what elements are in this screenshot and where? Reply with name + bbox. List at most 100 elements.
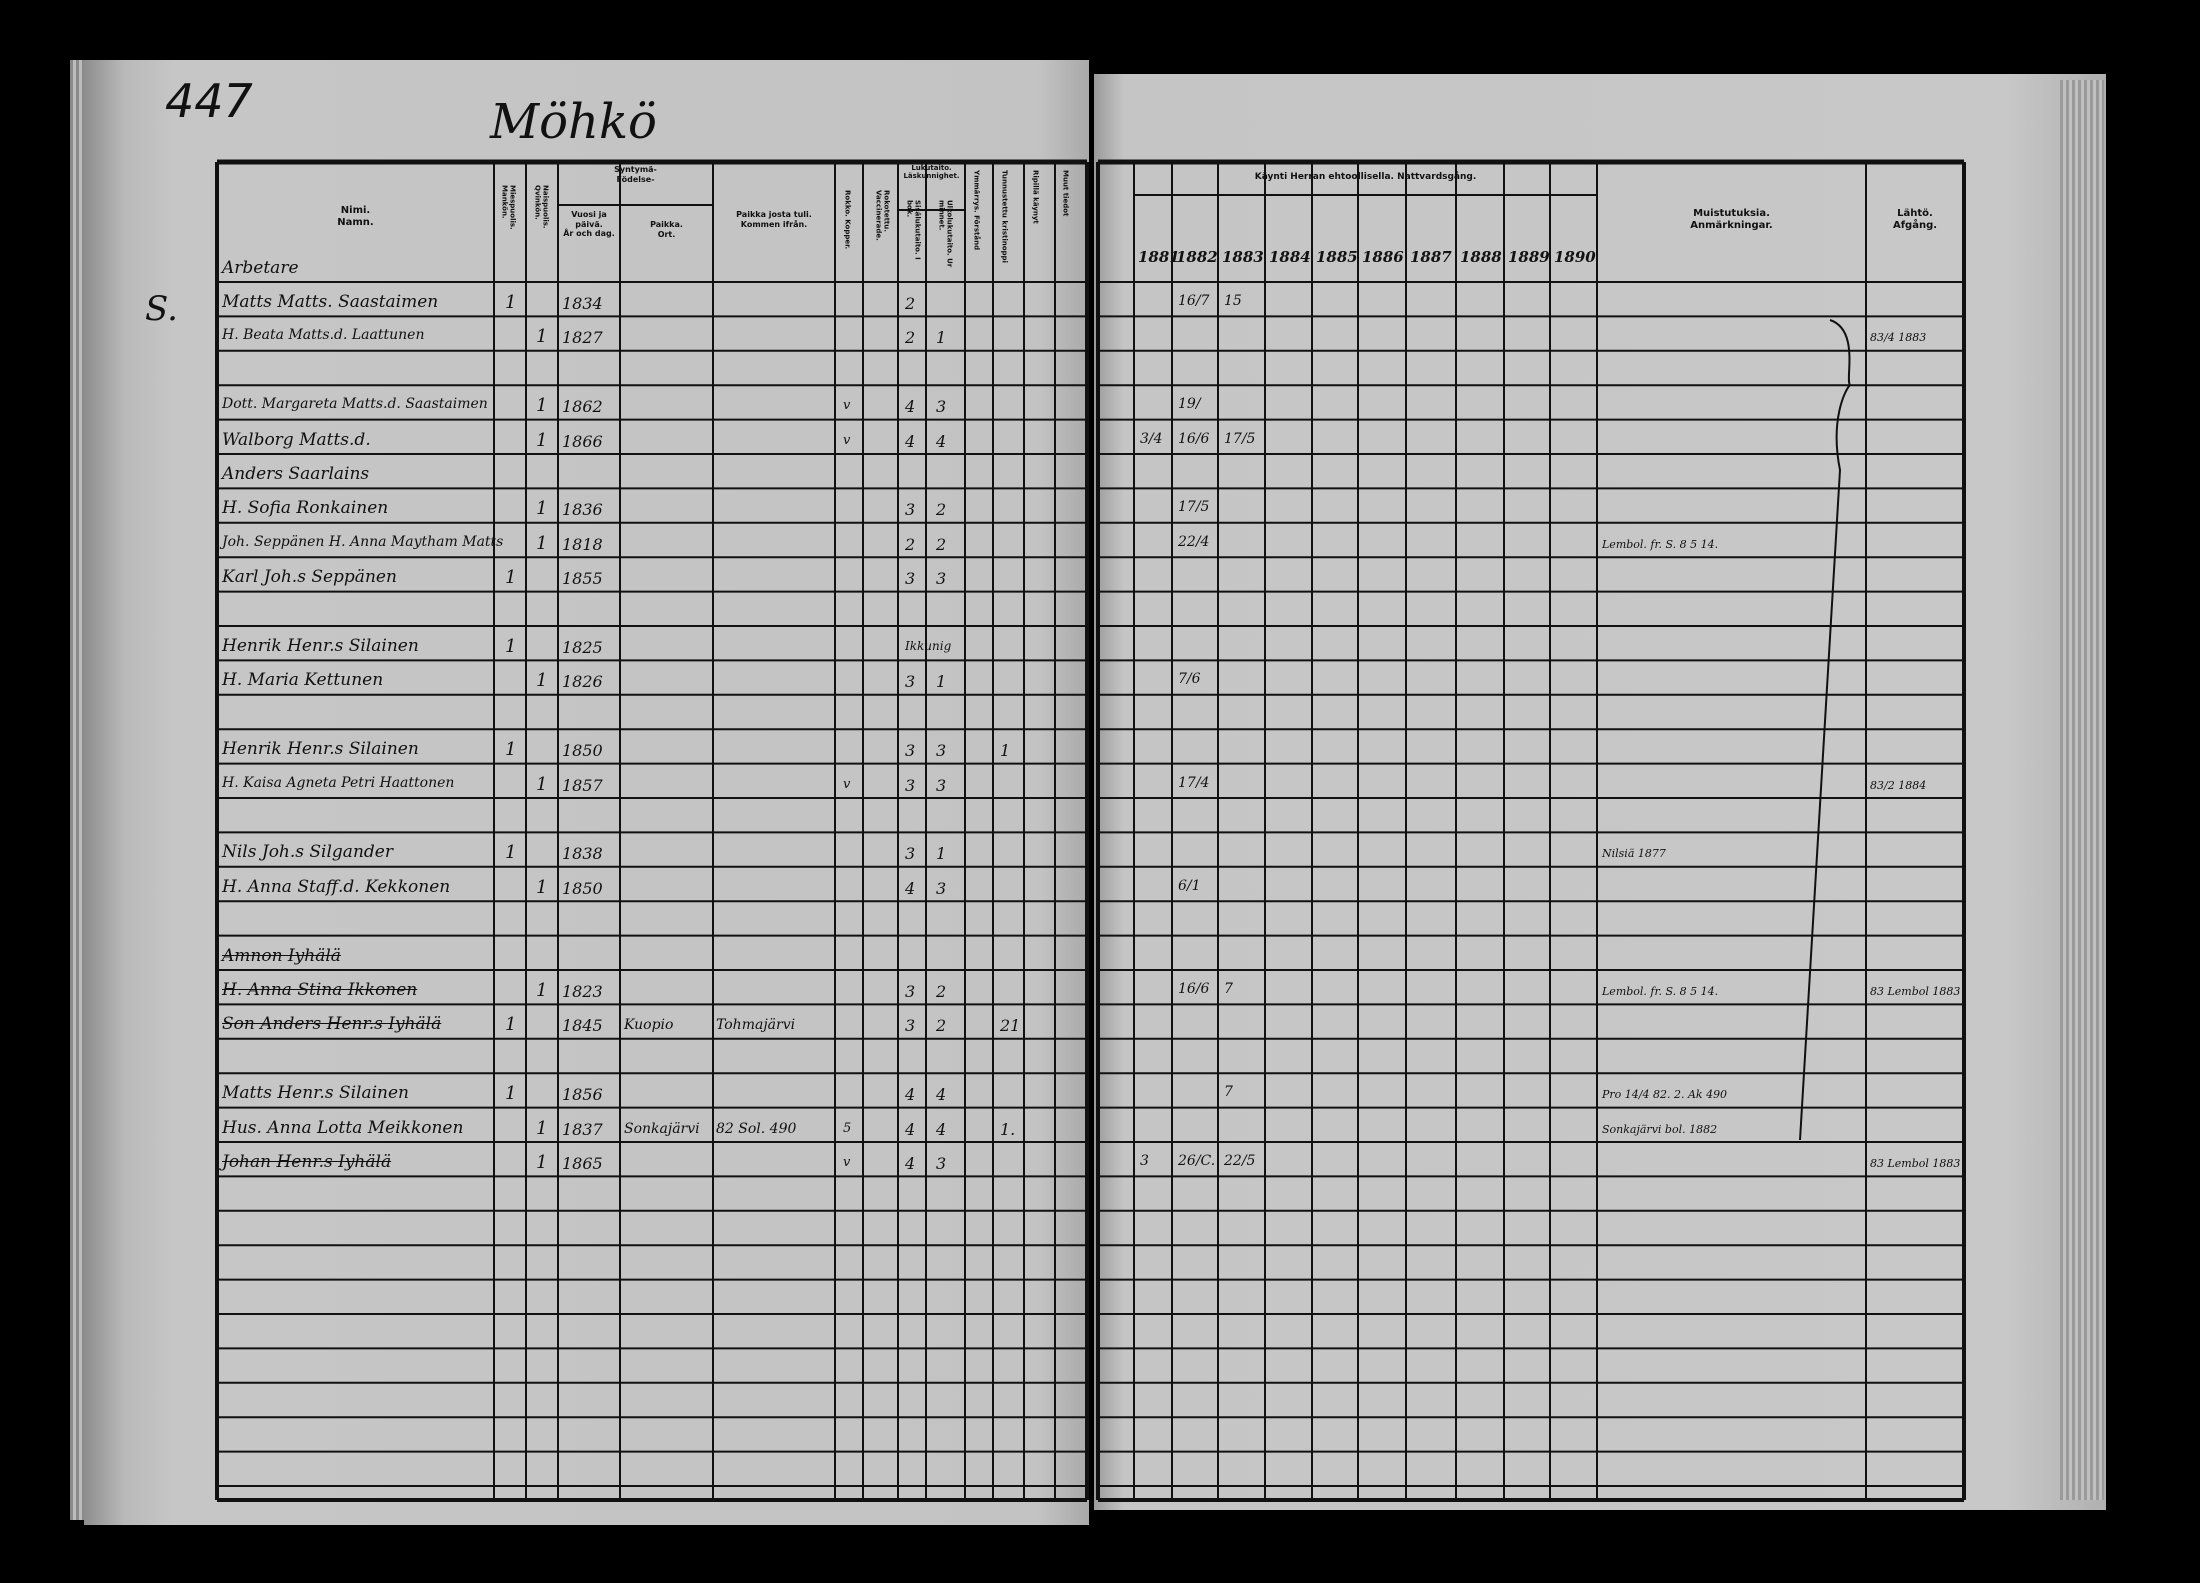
entry-read-book: 3 <box>905 500 916 520</box>
header-read-book: Sisälukutaito. I bok. <box>905 200 922 260</box>
entry-departure: 83 Lembol 1883 <box>1870 985 1961 998</box>
left-page <box>84 60 1089 1525</box>
header-birth: Syntymä- Födelse- <box>558 165 713 184</box>
header-confirmed: Ripillä käynyt <box>1031 170 1040 224</box>
year-header: 1883 <box>1222 248 1264 266</box>
entry-vaccinated: v <box>843 776 851 792</box>
communion-mark: 16/6 <box>1178 430 1210 447</box>
entry-birth-date: 1836 <box>562 500 603 520</box>
page-number: 447 <box>165 74 253 128</box>
entry-extra: 1. <box>1000 1119 1016 1139</box>
entry-name: H. Kaisa Agneta Petri Haattonen <box>222 774 455 791</box>
entry-read-book: Ikkunig <box>905 639 952 653</box>
header-birth-date-sv: År och dag. <box>563 229 615 239</box>
year-header: 1888 <box>1460 248 1502 266</box>
entry-remark: Sonkajärvi bol. 1882 <box>1602 1122 1718 1136</box>
communion-mark: 3 <box>1140 1153 1149 1169</box>
header-name-fi: Nimi. <box>340 205 371 216</box>
entry-read-memory: 3 <box>936 1154 947 1173</box>
entry-male: 1 <box>505 842 517 864</box>
margin-note: S. <box>145 289 178 329</box>
entry-name: Matts Matts. Saastaimen <box>222 292 439 312</box>
entry-female: 1 <box>536 980 548 1001</box>
entry-read-book: 3 <box>905 844 916 864</box>
header-remarks-sv: Anmärkningar. <box>1690 220 1773 231</box>
entry-extra: 1 <box>1000 741 1011 761</box>
entry-read-book: 2 <box>905 534 916 554</box>
entry-remark: Lembol. fr. S. 8 5 14. <box>1602 985 1719 998</box>
entry-birth-date: 1845 <box>562 1016 603 1036</box>
entry-departure: 83/2 1884 <box>1870 778 1927 792</box>
entry-read-book: 3 <box>905 982 916 1001</box>
entry-read-book: 4 <box>905 397 916 417</box>
entry-read-memory: 2 <box>936 500 947 520</box>
entry-read-memory: 1 <box>936 328 947 348</box>
entry-birth-date: 1855 <box>562 569 603 589</box>
entry-birth-date: 1826 <box>562 672 603 692</box>
header-understanding: Ymmärrys. Förstånd <box>972 170 981 251</box>
year-header: 1881 <box>1138 248 1180 266</box>
header-remarks-fi: Muistutuksia. <box>1693 208 1770 219</box>
entry-read-book: 3 <box>905 775 916 795</box>
entry-came-from: 82 Sol. 490 <box>716 1120 797 1137</box>
entry-read-memory: 3 <box>936 775 947 795</box>
entry-birth-date: 1823 <box>562 982 603 1001</box>
entry-female: 1 <box>536 1117 548 1139</box>
header-came-from-fi: Paikka josta tuli. <box>736 210 812 219</box>
entry-read-memory: 1 <box>936 672 947 692</box>
bracket-mark <box>1799 319 1852 1141</box>
communion-mark: 7 <box>1224 981 1233 997</box>
header-birth-place: Paikka. Ort. <box>620 220 713 239</box>
header-came-from-sv: Kommen ifrån. <box>740 219 808 229</box>
communion-mark: 22/5 <box>1224 1153 1256 1169</box>
entry-female: 1 <box>536 1152 548 1173</box>
header-remarks: Muistutuksia. Anmärkningar. <box>1597 208 1866 232</box>
entry-name: Walborg Matts.d. <box>222 429 371 450</box>
year-header: 1885 <box>1316 248 1358 266</box>
header-birth-place-fi: Paikka. <box>650 220 683 229</box>
entry-female: 1 <box>536 876 548 898</box>
entry-name: Matts Henr.s Silainen <box>222 1083 410 1104</box>
entry-read-book: 4 <box>905 1119 916 1139</box>
entry-name: H. Maria Kettunen <box>222 670 384 691</box>
village-title: Möhkö <box>490 94 657 150</box>
communion-mark: 26/C. <box>1178 1153 1216 1169</box>
header-name-sv: Namn. <box>337 217 374 228</box>
entry-read-memory: 3 <box>936 741 947 761</box>
header-female: Naispuolis. Qvinkön. <box>533 185 550 229</box>
entry-name: Joh. Seppänen H. Anna Maytham Matts <box>222 533 504 550</box>
communion-mark: 17/5 <box>1224 430 1256 447</box>
entry-birth-date: 1862 <box>562 397 603 417</box>
entry-read-memory: 4 <box>936 1085 947 1105</box>
header-smallpox: Rokko. Kopper. <box>843 190 852 250</box>
header-birth-sv: Födelse- <box>616 174 655 184</box>
entry-departure: 83 Lembol 1883 <box>1870 1157 1961 1170</box>
year-header: 1890 <box>1554 248 1596 266</box>
entry-name: H. Anna Stina Ikkonen <box>222 980 418 1000</box>
communion-mark: 3/4 <box>1140 430 1163 447</box>
entry-read-book: 3 <box>905 741 916 761</box>
entry-birth-date: 1834 <box>562 294 603 313</box>
header-male: Miespuolis. Mankön. <box>500 185 517 230</box>
entry-name: Henrik Henr.s Silainen <box>222 636 419 656</box>
entry-female: 1 <box>536 326 548 348</box>
entry-read-memory: 4 <box>936 1119 947 1139</box>
communion-mark: 7/6 <box>1178 671 1201 688</box>
header-came-from: Paikka josta tuli. Kommen ifrån. <box>713 210 835 229</box>
entry-male: 1 <box>505 636 517 657</box>
entry-birth-date: 1838 <box>562 844 603 864</box>
entry-vaccinated: 5 <box>843 1120 852 1136</box>
year-header: 1889 <box>1508 248 1550 266</box>
entry-read-book: 4 <box>905 431 916 451</box>
entry-read-memory: 3 <box>936 878 947 898</box>
entry-female: 1 <box>536 773 548 795</box>
communion-mark: 16/7 <box>1178 293 1210 309</box>
entry-male: 1 <box>505 567 517 589</box>
entry-birth-date: 1857 <box>562 775 603 795</box>
entry-read-memory: 2 <box>936 534 947 554</box>
entry-female: 1 <box>536 532 548 554</box>
header-other: Muut tiedot <box>1061 170 1070 217</box>
communion-mark: 15 <box>1224 293 1242 309</box>
entry-read-book: 4 <box>905 1085 916 1105</box>
entry-birth-place: Kuopio <box>624 1017 674 1034</box>
